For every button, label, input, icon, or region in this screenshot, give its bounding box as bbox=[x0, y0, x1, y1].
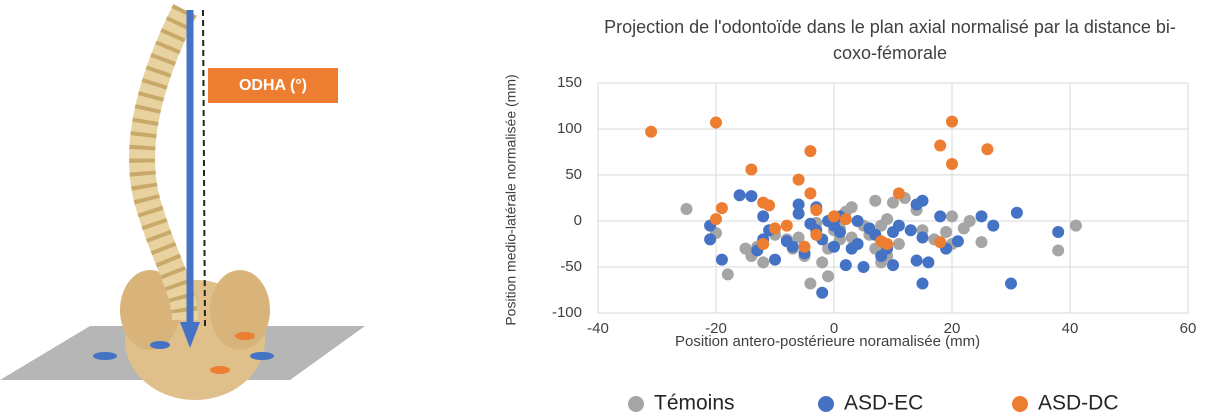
point bbox=[745, 163, 758, 176]
point bbox=[792, 207, 805, 220]
point bbox=[822, 270, 835, 283]
legend-label: ASD-DC bbox=[1038, 392, 1119, 415]
point bbox=[951, 235, 964, 248]
point bbox=[810, 203, 823, 216]
point bbox=[981, 143, 994, 156]
x-tick-label: 60 bbox=[1180, 320, 1197, 337]
point bbox=[769, 253, 781, 266]
point bbox=[1052, 226, 1065, 239]
point bbox=[704, 233, 717, 246]
point bbox=[881, 213, 894, 226]
point bbox=[975, 236, 988, 249]
point bbox=[1005, 277, 1017, 290]
chart-title: Projection de l'odontoïde dans le plan a… bbox=[604, 17, 1176, 63]
point bbox=[715, 253, 728, 266]
point bbox=[987, 219, 1000, 232]
point bbox=[645, 125, 658, 138]
odha-label: ODHA (°) bbox=[239, 77, 307, 94]
point bbox=[910, 254, 923, 267]
y-tick-label: -100 bbox=[552, 304, 582, 321]
point bbox=[887, 196, 899, 209]
point bbox=[851, 215, 864, 227]
point bbox=[710, 213, 722, 226]
point bbox=[792, 231, 805, 244]
point bbox=[757, 210, 770, 223]
point bbox=[763, 199, 776, 212]
point bbox=[963, 215, 976, 227]
point bbox=[892, 219, 905, 232]
point bbox=[946, 157, 958, 170]
x-axis-label: Position antero-postérieure noramalisée … bbox=[675, 333, 980, 350]
y-tick-label: 100 bbox=[557, 120, 582, 137]
point bbox=[804, 145, 817, 158]
point bbox=[916, 194, 929, 207]
point bbox=[721, 268, 734, 281]
point bbox=[904, 224, 917, 237]
y-tick-label: 50 bbox=[565, 166, 582, 183]
y-tick-label: 150 bbox=[557, 74, 582, 91]
point bbox=[916, 277, 929, 290]
point bbox=[940, 226, 953, 239]
point bbox=[934, 210, 947, 223]
point bbox=[916, 231, 929, 244]
point bbox=[780, 219, 793, 232]
point bbox=[792, 198, 805, 211]
point bbox=[881, 238, 894, 250]
point bbox=[833, 226, 846, 239]
point bbox=[804, 187, 817, 200]
point bbox=[769, 222, 781, 235]
point bbox=[1052, 244, 1065, 257]
point bbox=[839, 213, 852, 226]
y-tick-label: -50 bbox=[560, 258, 582, 275]
point bbox=[680, 203, 693, 216]
point bbox=[887, 259, 899, 272]
point bbox=[757, 238, 770, 250]
legend-label: Témoins bbox=[654, 392, 735, 415]
legend-marker bbox=[1012, 396, 1028, 412]
point bbox=[757, 256, 770, 269]
y-axis-label: Position medio-latérale normalisée (mm) bbox=[503, 74, 519, 325]
point bbox=[946, 115, 958, 128]
point bbox=[786, 240, 799, 253]
point bbox=[946, 210, 958, 223]
illustration: ODHA (°) bbox=[0, 4, 365, 400]
x-tick-label: 40 bbox=[1062, 320, 1079, 337]
y-tick-label: 0 bbox=[574, 212, 582, 229]
point bbox=[1010, 206, 1023, 219]
legend-marker bbox=[818, 396, 834, 412]
point bbox=[804, 277, 817, 290]
x-tick-label: -20 bbox=[705, 320, 727, 337]
point bbox=[934, 139, 947, 152]
point bbox=[839, 259, 852, 272]
legend-label: ASD-EC bbox=[844, 392, 923, 415]
x-tick-label: 0 bbox=[830, 320, 838, 337]
point bbox=[798, 240, 811, 253]
legend-marker bbox=[628, 396, 644, 412]
point bbox=[733, 189, 746, 202]
point bbox=[892, 187, 905, 200]
point bbox=[828, 240, 840, 253]
point bbox=[816, 286, 829, 299]
point bbox=[792, 173, 805, 186]
point bbox=[810, 228, 823, 241]
point bbox=[745, 190, 758, 203]
point bbox=[816, 256, 829, 269]
point bbox=[975, 210, 988, 223]
point bbox=[934, 236, 947, 249]
point bbox=[845, 201, 858, 214]
point bbox=[922, 256, 935, 269]
x-tick-label: 20 bbox=[944, 320, 961, 337]
point bbox=[710, 116, 722, 129]
point bbox=[892, 238, 905, 250]
point bbox=[869, 194, 882, 207]
point bbox=[1069, 219, 1082, 232]
point bbox=[715, 202, 728, 215]
x-tick-label: -40 bbox=[587, 320, 609, 337]
point bbox=[851, 238, 864, 250]
point bbox=[857, 261, 870, 273]
point bbox=[828, 210, 840, 223]
